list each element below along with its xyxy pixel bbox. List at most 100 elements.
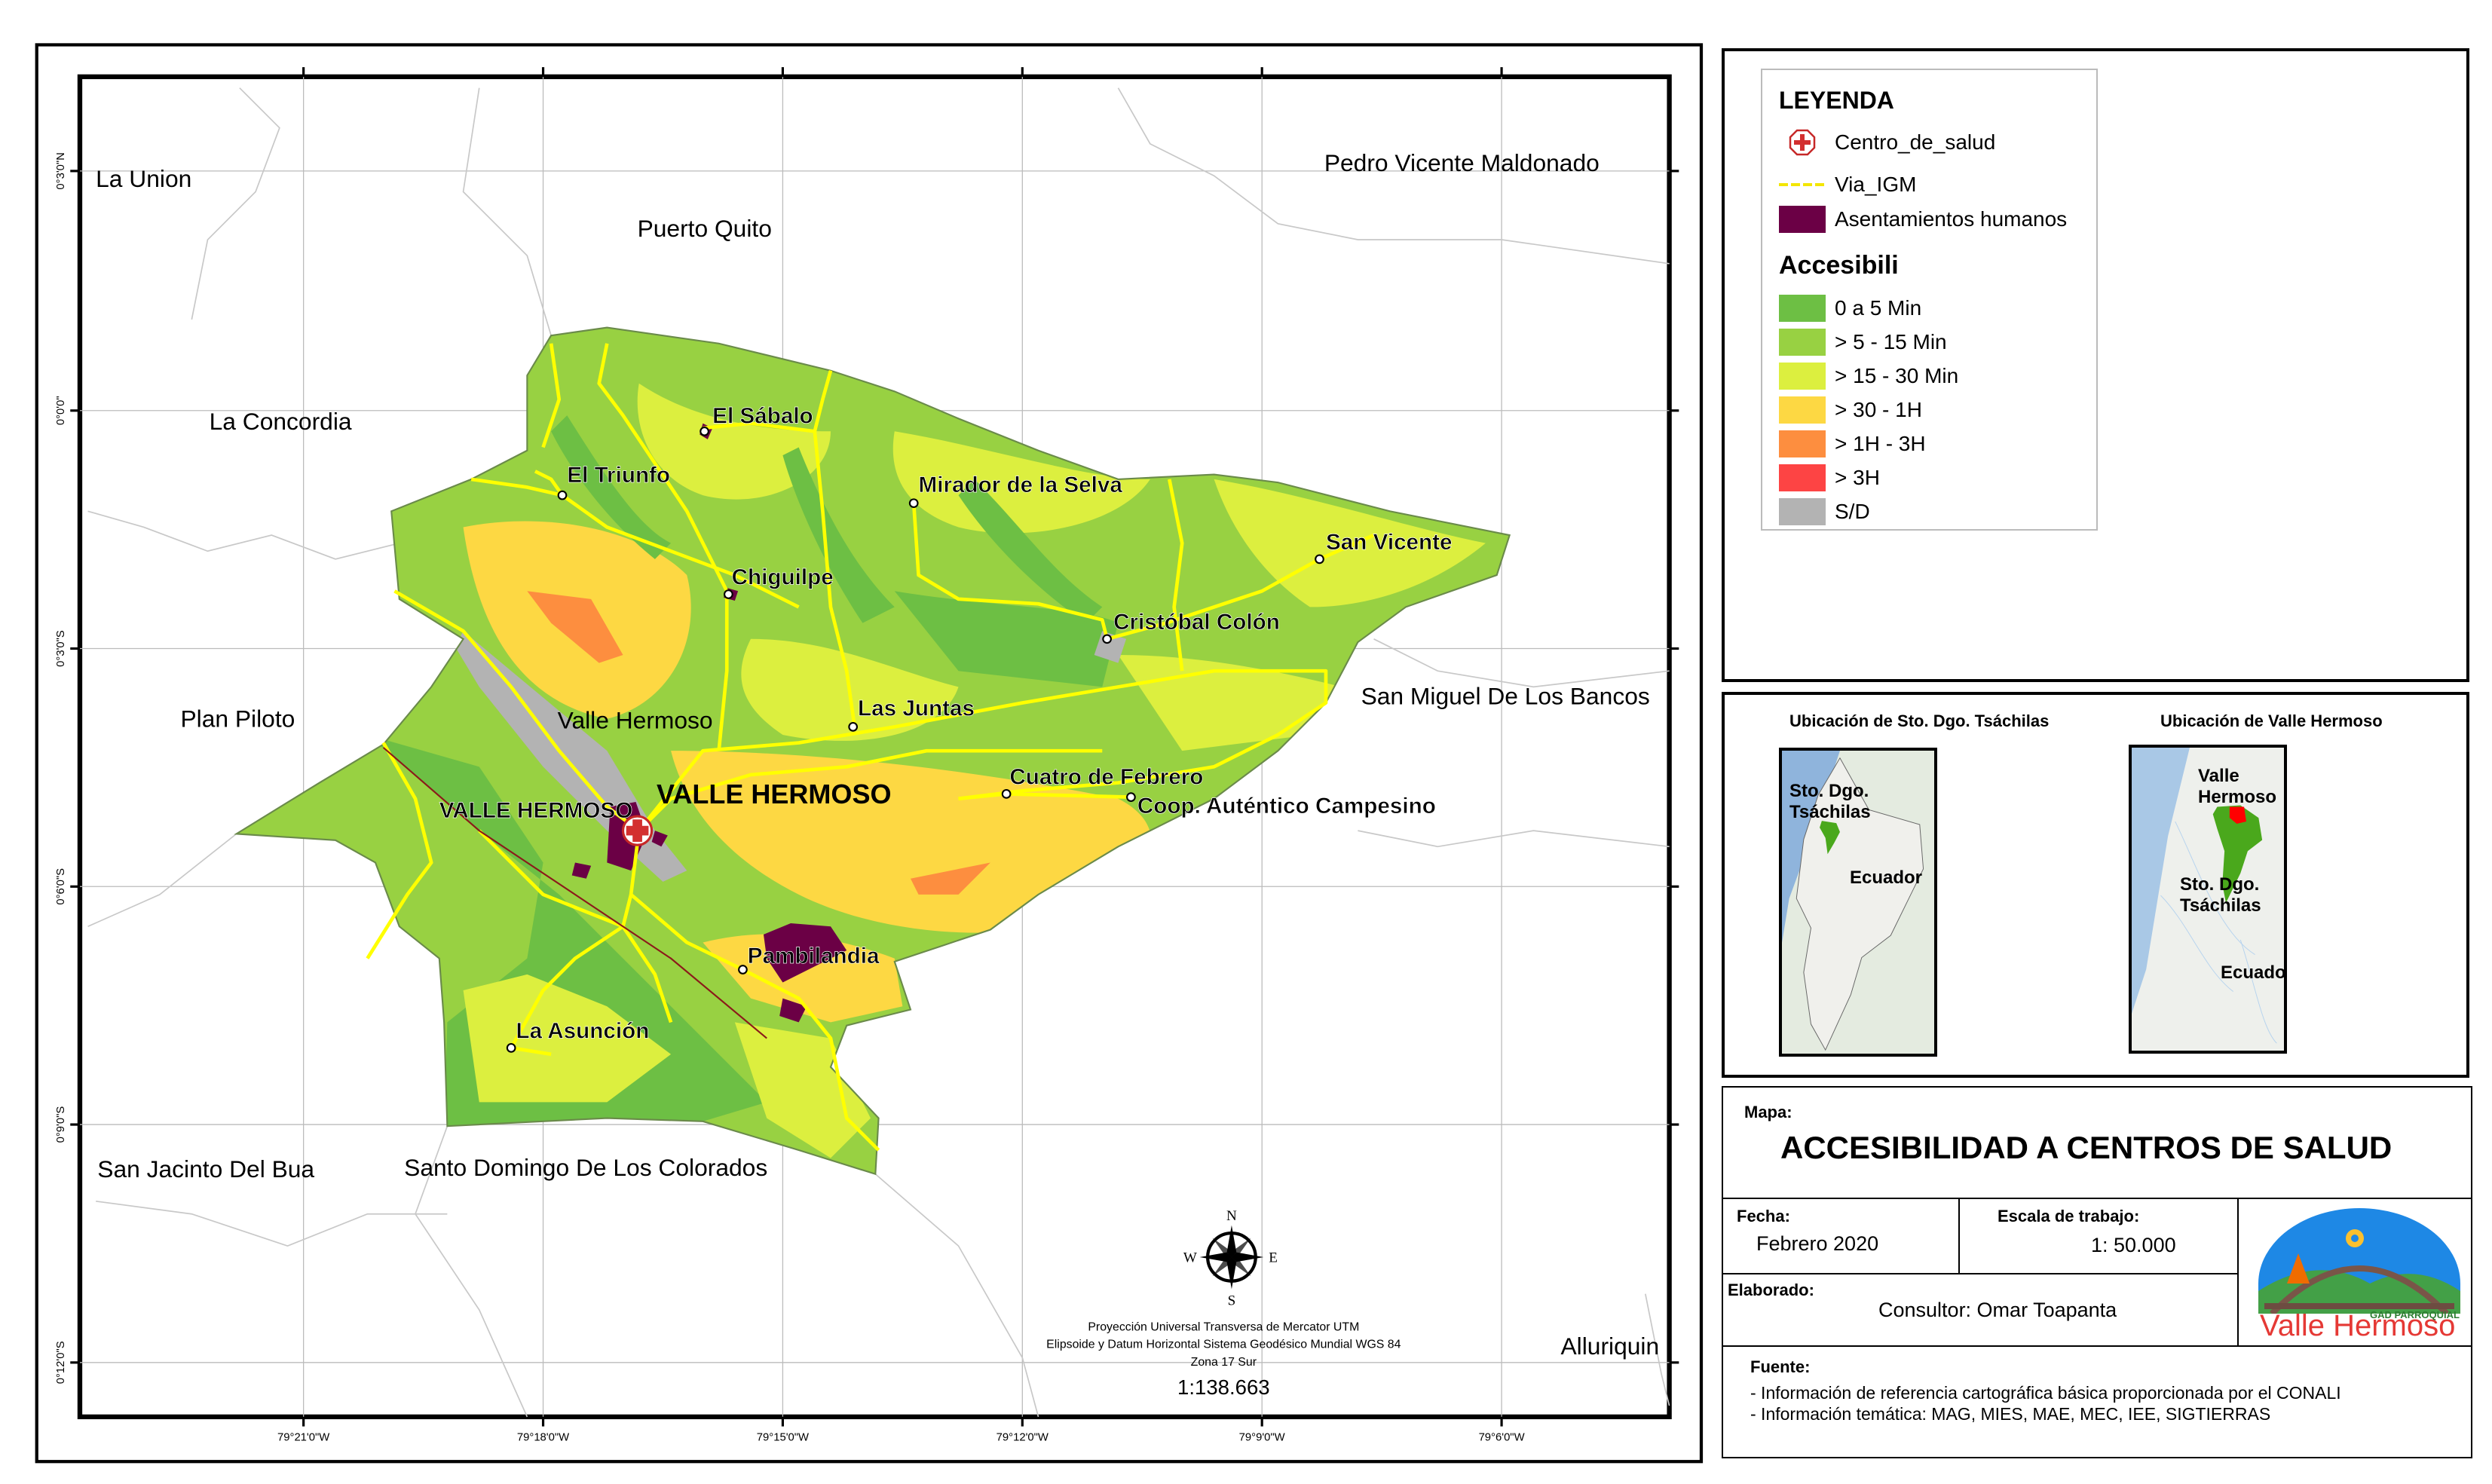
health-center-cross-icon xyxy=(1779,129,1826,156)
map-title: ACCESIBILIDAD A CENTROS DE SALUD xyxy=(1780,1130,2393,1165)
source-item: - Información de referencia cartográfica… xyxy=(1750,1383,2341,1403)
projection-note: Proyección Universal Transversa de Merca… xyxy=(1046,1320,1401,1369)
inset-label: Ecuador xyxy=(2221,962,2287,983)
health-center-icon[interactable] xyxy=(621,815,654,846)
svg-text:0°0'0": 0°0'0" xyxy=(55,396,67,425)
parish-label: Valle Hermoso xyxy=(558,706,713,733)
river-line xyxy=(382,747,767,1039)
inset-panel: Ubicación de Sto. Dgo. Tsáchilas Ubicaci… xyxy=(1722,692,2469,1078)
place-label: Chiguilpe xyxy=(732,565,834,590)
source-item: - Información temática: MAG, MIES, MAE, … xyxy=(1750,1404,2271,1424)
neighbor-label: San Jacinto Del Bua xyxy=(97,1155,314,1183)
legend: LEYENDA Centro_de_salud Via_IGM Asentami… xyxy=(1761,69,2098,531)
graticule-ticks xyxy=(70,67,1679,1427)
svg-text:79°15'0"W: 79°15'0"W xyxy=(757,1432,809,1444)
province-highlight xyxy=(1820,821,1840,855)
inset-label: Valle Hermoso xyxy=(2198,766,2277,807)
svg-text:Proyección Universal Transvers: Proyección Universal Transversa de Merca… xyxy=(1088,1320,1359,1333)
legend-swatch xyxy=(1779,206,1826,233)
inset-label: Sto. Dgo. Tsáchilas xyxy=(1789,781,1871,822)
author-label: Elaborado: xyxy=(1728,1281,1814,1299)
inset-map-ecuador: Sto. Dgo. Tsáchilas Ecuador xyxy=(1779,748,1937,1057)
parish-label: VALLE HERMOSO xyxy=(657,779,891,809)
gad-valle-hermoso-logo: Valle Hermoso GAD PARROQUIAL xyxy=(2257,1208,2462,1344)
source-label: Fuente: xyxy=(1750,1357,1811,1376)
legend-class: > 3H xyxy=(1779,464,1880,491)
inset-map-province: Valle Hermoso Sto. Dgo. Tsáchilas Ecuado… xyxy=(2129,745,2287,1054)
legend-class: S/D xyxy=(1779,498,1870,525)
neighbor-label: Plan Piloto xyxy=(180,705,295,732)
svg-text:S: S xyxy=(1228,1293,1236,1309)
neighbor-label: Alluriquin xyxy=(1560,1333,1659,1360)
svg-text:E: E xyxy=(1269,1250,1278,1265)
place-label: El Triunfo xyxy=(567,463,670,488)
title-block: Mapa: ACCESIBILIDAD A CENTROS DE SALUD F… xyxy=(1722,1086,2472,1458)
parish-boundaries xyxy=(87,87,1670,1418)
date-value: Febrero 2020 xyxy=(1756,1232,1879,1255)
place-label: El Sábalo xyxy=(712,404,813,429)
scale-value: 1: 50.000 xyxy=(2091,1234,2176,1256)
svg-text:0°3'0"S: 0°3'0"S xyxy=(55,630,67,667)
inset-label: Ecuador xyxy=(1850,867,1923,888)
legend-class: 0 a 5 Min xyxy=(1779,295,1921,322)
longitude-labels: 79°21'0"W 79°18'0"W 79°15'0"W 79°12'0"W … xyxy=(277,1432,1525,1444)
neighbor-label: La Union xyxy=(96,165,191,192)
neighbor-label: Puerto Quito xyxy=(638,215,772,242)
inset-title: Ubicación de Valle Hermoso xyxy=(2160,711,2383,730)
svg-text:0°12'0"S: 0°12'0"S xyxy=(55,1341,67,1384)
place-label: Coop. Auténtico Campesino xyxy=(1137,794,1436,818)
neighbor-label: Santo Domingo De Los Colorados xyxy=(404,1154,767,1181)
place-label: VALLE HERMOSO xyxy=(439,798,632,823)
legend-class: > 30 - 1H xyxy=(1779,396,1922,424)
place-label: San Vicente xyxy=(1326,530,1453,555)
legend-panel xyxy=(1722,48,2469,682)
place-label: Cristóbal Colón xyxy=(1113,610,1280,635)
north-arrow-compass-icon: N S E W xyxy=(1183,1208,1278,1308)
place-label: Las Juntas xyxy=(858,696,975,721)
svg-text:79°21'0"W: 79°21'0"W xyxy=(277,1432,329,1444)
legend-title: LEYENDA xyxy=(1779,87,1894,114)
inset-label: Sto. Dgo. Tsáchilas xyxy=(2180,874,2261,916)
place-labels: El Sábalo El Triunfo Mirador de la Selva… xyxy=(439,403,1453,1044)
svg-text:N: N xyxy=(1226,1208,1237,1224)
map-scale: 1:138.663 xyxy=(1177,1375,1270,1399)
svg-text:79°9'0"W: 79°9'0"W xyxy=(1239,1432,1285,1444)
inset-title: Ubicación de Sto. Dgo. Tsáchilas xyxy=(1789,711,2050,730)
road-line-icon xyxy=(1779,183,1826,186)
logo-text: Valle Hermoso xyxy=(2260,1309,2456,1342)
map-neatline xyxy=(77,74,1672,1420)
svg-text:79°18'0"W: 79°18'0"W xyxy=(517,1432,569,1444)
legend-label: Centro_de_salud xyxy=(1835,130,1996,154)
legend-label: Asentamientos humanos xyxy=(1835,207,2068,231)
svg-text:Zona 17 Sur: Zona 17 Sur xyxy=(1191,1356,1257,1369)
date-label: Fecha: xyxy=(1737,1207,1790,1225)
legend-item-health-center: Centro_de_salud xyxy=(1779,129,1995,156)
legend-item-settlements: Asentamientos humanos xyxy=(1779,206,2067,233)
place-label: Pambilandia xyxy=(748,944,880,968)
map-label: Mapa: xyxy=(1744,1103,1792,1121)
svg-text:Elipsoide y Datum Horizontal S: Elipsoide y Datum Horizontal Sistema Geo… xyxy=(1046,1339,1401,1351)
legend-class: > 1H - 3H xyxy=(1779,430,1926,457)
svg-text:0°3'0"N: 0°3'0"N xyxy=(55,152,67,189)
svg-text:0°6'0"S: 0°6'0"S xyxy=(55,868,67,905)
author-value: Consultor: Omar Toapanta xyxy=(1878,1299,2117,1321)
place-label: La Asunción xyxy=(516,1019,650,1044)
scale-label: Escala de trabajo: xyxy=(1998,1207,2140,1225)
place-label: Mirador de la Selva xyxy=(919,473,1123,497)
neighbor-label: La Concordia xyxy=(210,408,352,435)
place-label: Cuatro de Febrero xyxy=(1009,765,1203,790)
place-points xyxy=(506,426,1324,1053)
svg-text:79°12'0"W: 79°12'0"W xyxy=(996,1432,1049,1444)
neighbor-label: San Miguel De Los Bancos xyxy=(1361,683,1650,710)
legend-label: Via_IGM xyxy=(1835,173,1917,196)
legend-class: > 5 - 15 Min xyxy=(1779,329,1947,356)
parish-highlight xyxy=(2229,806,2246,824)
svg-text:W: W xyxy=(1183,1250,1197,1265)
svg-text:79°6'0"W: 79°6'0"W xyxy=(1479,1432,1525,1444)
latitude-labels: 0°3'0"N 0°0'0" 0°3'0"S 0°6'0"S 0°9'0"S 0… xyxy=(55,152,67,1384)
neighbor-labels: La Union Pedro Vicente Maldonado Puerto … xyxy=(96,149,1659,1360)
neighbor-label: Pedro Vicente Maldonado xyxy=(1324,149,1600,176)
accessibility-title: Accesibili xyxy=(1779,251,1899,280)
legend-class: > 15 - 30 Min xyxy=(1779,363,1958,390)
